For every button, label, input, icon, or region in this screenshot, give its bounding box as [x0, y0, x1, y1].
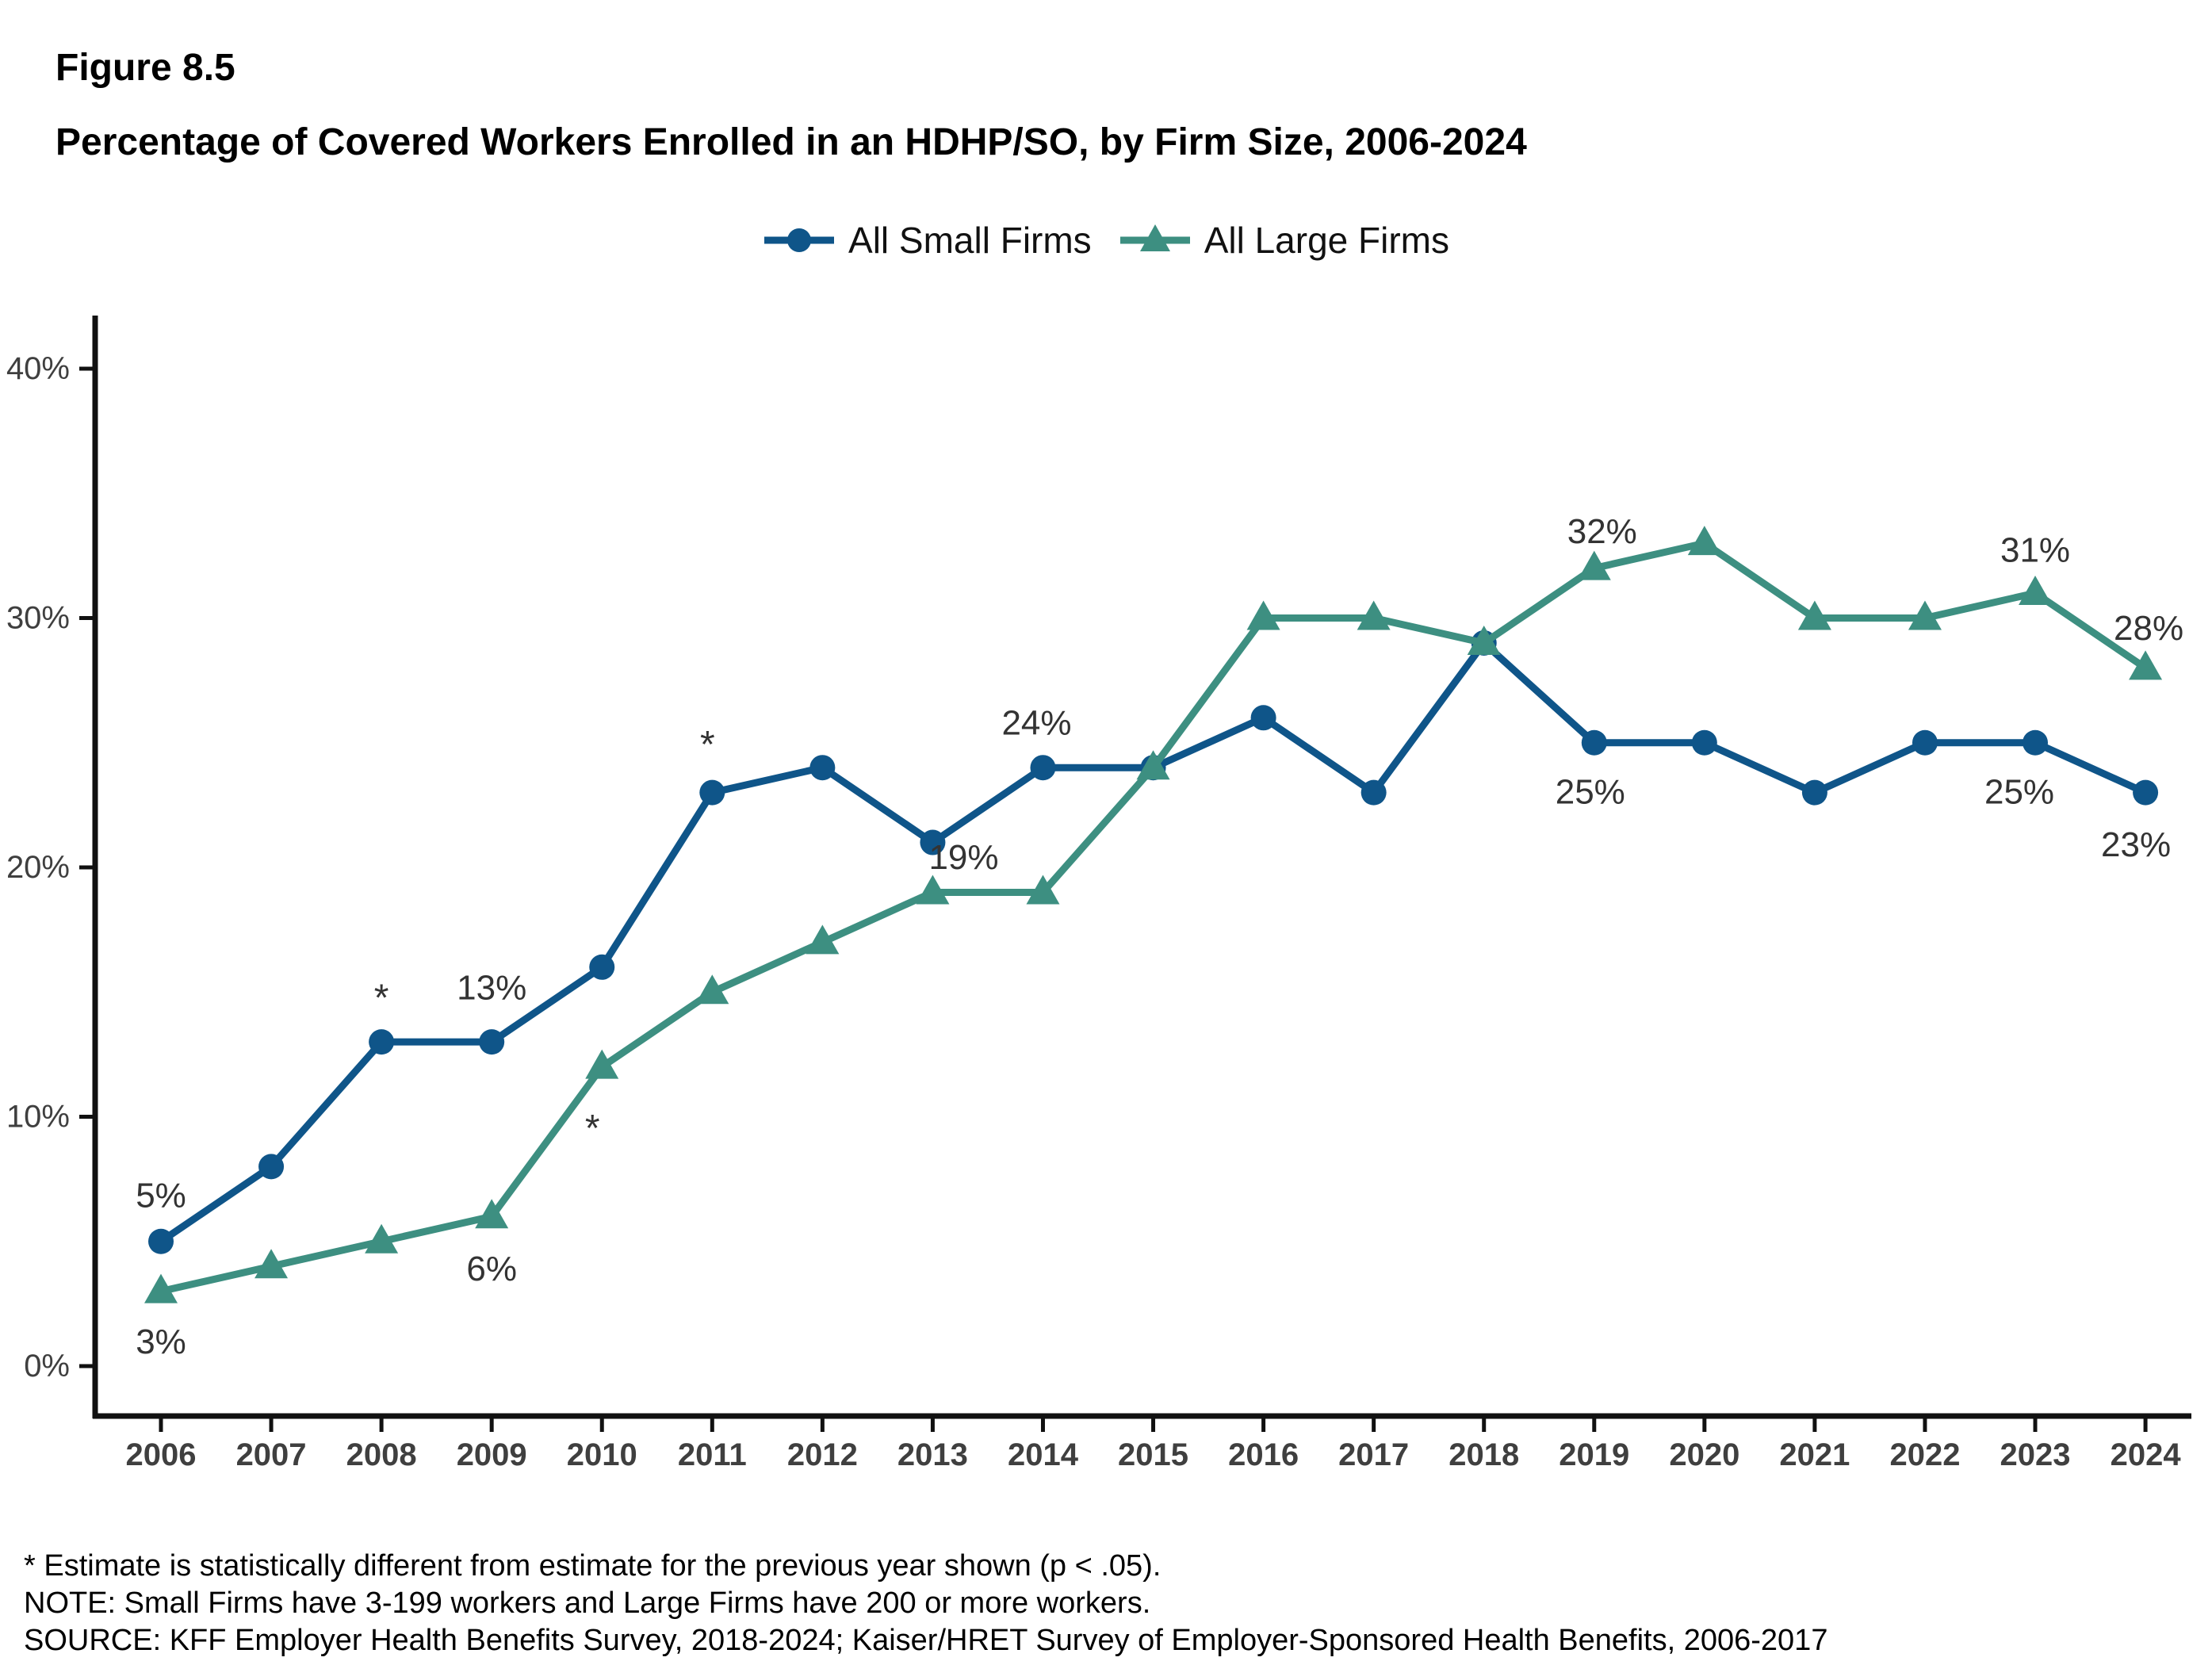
y-tick-label: 40%	[6, 351, 70, 386]
marker-all-small-firms-2013	[920, 829, 946, 855]
x-tick-label: 2010	[567, 1437, 637, 1472]
marker-all-small-firms-2017	[1360, 779, 1387, 806]
legend-label-all-large-firms: All Large Firms	[1204, 220, 1449, 261]
marker-all-large-firms-2006	[144, 1273, 178, 1303]
marker-all-large-firms-2013	[916, 875, 950, 905]
x-tick-label: 2009	[457, 1437, 527, 1472]
marker-all-large-firms-2007	[254, 1249, 289, 1279]
marker-all-large-firms-2014	[1026, 875, 1060, 905]
x-tick-label: 2011	[678, 1437, 747, 1472]
footnote-note: NOTE: Small Firms have 3-199 workers and…	[24, 1587, 1151, 1621]
point-label-2009: 6%	[466, 1250, 517, 1288]
marker-all-large-firms-2023	[2019, 576, 2053, 606]
x-tick-label: 2007	[236, 1437, 307, 1472]
marker-all-small-firms-2007	[258, 1154, 285, 1180]
footnote-significance: * Estimate is statistically different fr…	[24, 1549, 1161, 1583]
x-tick-label: 2018	[1449, 1437, 1519, 1472]
series-line-all-small-firms	[159, 637, 2147, 1245]
legend-item-all-small-firms: All Small Firms	[763, 219, 1092, 262]
x-tick-label: 2013	[897, 1437, 968, 1472]
x-tick-label: 2021	[1779, 1437, 1850, 1472]
x-tick-label: 2022	[1889, 1437, 1960, 1472]
triangle-legend-swatch-icon	[1119, 224, 1190, 251]
x-tick-label: 2024	[2111, 1437, 2182, 1472]
marker-all-large-firms-2008	[365, 1223, 399, 1254]
x-tick-label: 2008	[346, 1437, 417, 1472]
figure-number: Figure 8.5	[55, 47, 235, 89]
x-tick-label: 2023	[2000, 1437, 2071, 1472]
legend-label-all-small-firms: All Small Firms	[848, 220, 1092, 261]
marker-all-small-firms-2023	[2023, 729, 2049, 756]
marker-all-large-firms-2010	[585, 1049, 619, 1079]
x-tick-label: 2019	[1559, 1437, 1629, 1472]
footnotes: * Estimate is statistically different fr…	[24, 1548, 1827, 1659]
x-tick-label: 2020	[1669, 1437, 1739, 1472]
point-label-2024: 23%	[2101, 825, 2171, 864]
y-tick-label: 20%	[6, 850, 70, 885]
point-label-2023: 31%	[2000, 531, 2070, 570]
circle-legend-swatch-icon	[764, 228, 835, 252]
marker-all-large-firms-2015	[1136, 750, 1170, 780]
x-tick-label: 2006	[126, 1437, 197, 1472]
marker-all-small-firms-2011	[699, 779, 725, 806]
marker-all-small-firms-2016	[1250, 705, 1276, 731]
point-label-2009: 13%	[457, 969, 526, 1008]
marker-all-small-firms-2022	[1912, 729, 1938, 756]
point-label-2019: 25%	[1556, 772, 1625, 811]
asterisk-marker: *	[700, 724, 715, 766]
point-label-2024: 28%	[2114, 609, 2183, 648]
x-tick-label: 2017	[1338, 1437, 1409, 1472]
y-tick-label: 30%	[6, 601, 70, 636]
marker-all-large-firms-2022	[1908, 600, 1942, 630]
x-tick-label: 2012	[787, 1437, 858, 1472]
point-label-2006: 3%	[136, 1322, 186, 1361]
marker-all-small-firms-2012	[809, 755, 836, 781]
marker-all-small-firms-2020	[1691, 729, 1717, 756]
marker-all-small-firms-2014	[1030, 755, 1056, 781]
chart-legend: All Small Firms All Large Firms	[0, 212, 2212, 268]
asterisk-marker: *	[374, 978, 389, 1020]
marker-all-large-firms-2012	[806, 924, 840, 955]
point-label-2014: 24%	[1001, 704, 1071, 743]
marker-all-large-firms-2019	[1577, 550, 1611, 580]
y-tick-label: 10%	[6, 1100, 70, 1135]
marker-all-small-firms-2021	[1801, 779, 1827, 806]
series-line-all-large-firms	[160, 539, 2148, 1296]
marker-all-small-firms-2019	[1581, 729, 1607, 756]
x-tick-label: 2016	[1228, 1437, 1299, 1472]
marker-all-large-firms-2024	[2129, 650, 2163, 680]
marker-all-small-firms-2008	[369, 1029, 395, 1055]
x-tick-label: 2015	[1118, 1437, 1188, 1472]
point-label-2006: 5%	[136, 1176, 186, 1215]
marker-all-large-firms-2018	[1467, 625, 1501, 655]
marker-all-large-firms-2009	[475, 1199, 509, 1229]
y-tick-label: 0%	[24, 1349, 70, 1384]
asterisk-marker: *	[585, 1108, 600, 1150]
footnote-source: SOURCE: KFF Employer Health Benefits Sur…	[24, 1624, 1828, 1658]
marker-all-large-firms-2020	[1687, 526, 1721, 556]
marker-all-small-firms-2009	[479, 1029, 505, 1055]
point-label-2019: 32%	[1567, 512, 1637, 551]
marker-all-small-firms-2010	[589, 954, 615, 980]
marker-all-large-firms-2021	[1797, 600, 1831, 630]
x-tick-label: 2014	[1008, 1437, 1079, 1472]
marker-all-small-firms-2024	[2133, 779, 2159, 806]
figure-title: Percentage of Covered Workers Enrolled i…	[55, 121, 1527, 163]
marker-all-large-firms-2016	[1246, 600, 1280, 630]
marker-all-large-firms-2017	[1357, 600, 1391, 630]
marker-all-large-firms-2011	[695, 974, 729, 1005]
marker-all-small-firms-2006	[148, 1228, 174, 1254]
legend-item-all-large-firms: All Large Firms	[1119, 219, 1449, 262]
point-label-2023: 25%	[1984, 772, 2054, 811]
point-label-2014: 19%	[928, 838, 998, 877]
